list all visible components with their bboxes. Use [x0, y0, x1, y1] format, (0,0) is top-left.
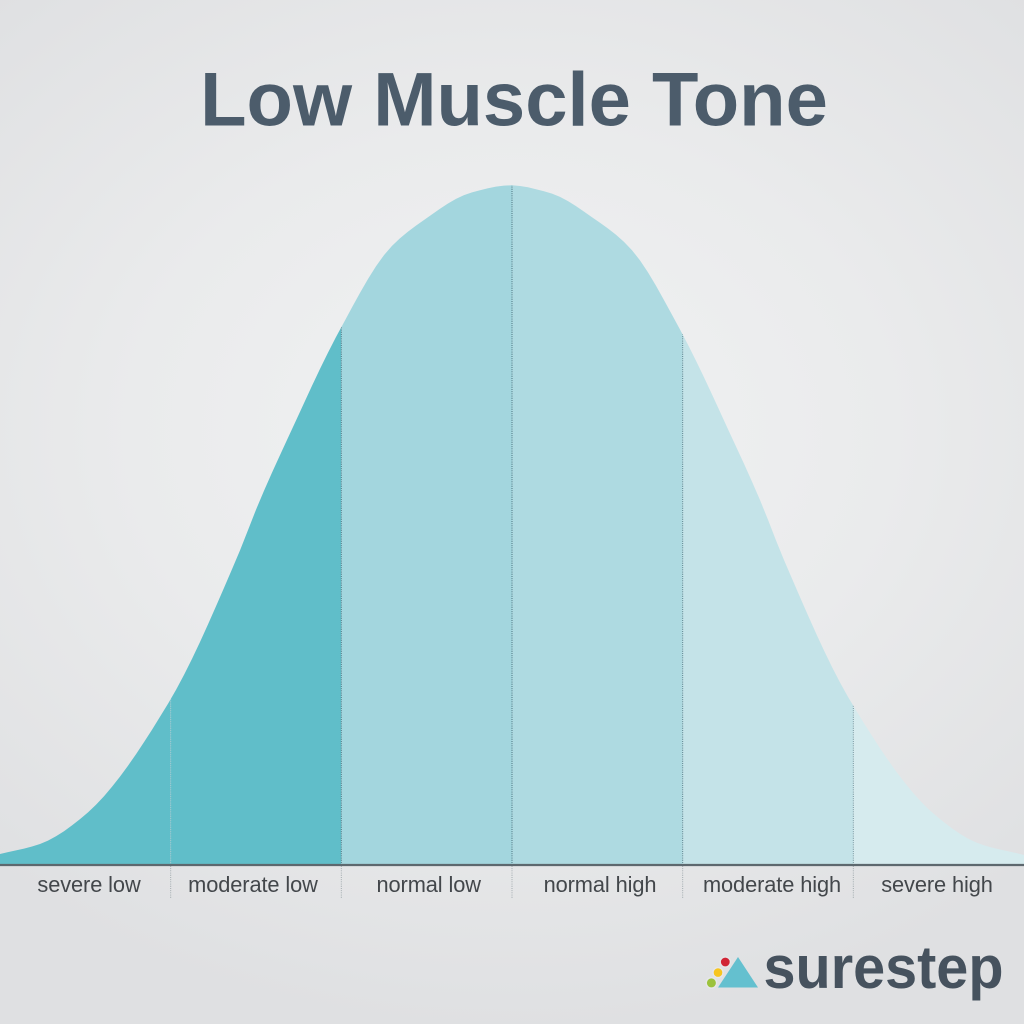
svg-text:normal high: normal high — [544, 872, 657, 897]
svg-text:normal low: normal low — [377, 872, 482, 897]
svg-text:surestep: surestep — [764, 934, 1004, 1001]
svg-text:Low Muscle Tone: Low Muscle Tone — [200, 58, 828, 143]
svg-text:moderate low: moderate low — [188, 872, 318, 897]
svg-text:severe low: severe low — [37, 872, 141, 897]
svg-text:severe high: severe high — [881, 872, 993, 897]
svg-text:moderate high: moderate high — [703, 872, 841, 897]
